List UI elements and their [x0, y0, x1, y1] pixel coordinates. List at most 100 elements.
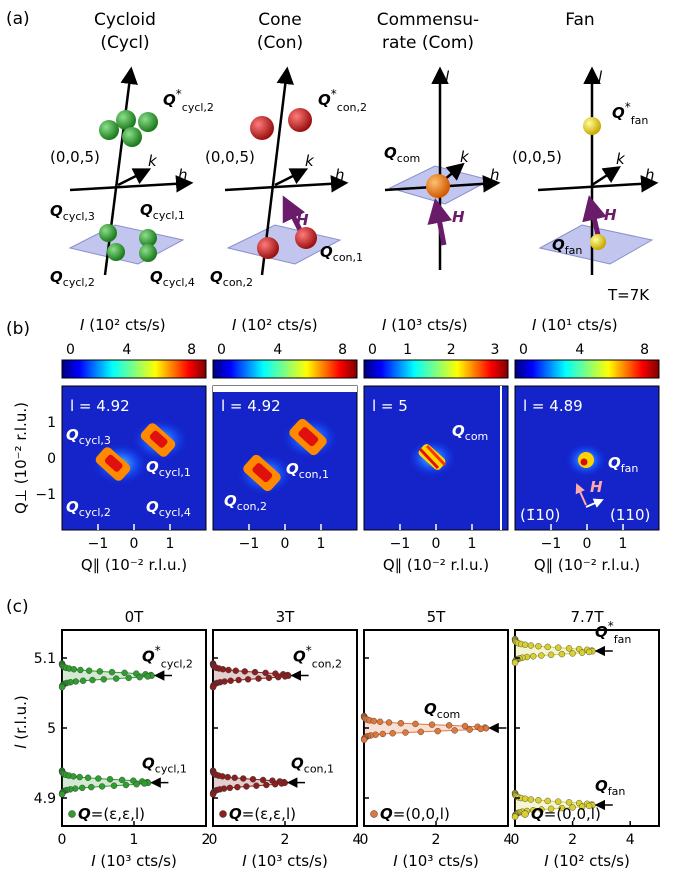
- linecut-2-title: 3T: [276, 608, 296, 626]
- colorbar-4-tick: 0: [519, 342, 528, 358]
- map-3-l-label: l = 5: [372, 397, 408, 415]
- peak-cycl-3: [99, 224, 117, 242]
- linecut-2-peak-fill: [213, 770, 285, 795]
- linecut-3-xtick-label: 0: [360, 832, 369, 848]
- linecut-4-point: [535, 643, 542, 650]
- peak-cycl-top-4: [138, 112, 158, 132]
- map-x-label-1: Q∥ (10⁻² r.l.u.): [81, 556, 187, 574]
- linecut-4-point: [522, 641, 529, 648]
- linecut-2-xlabel: I (10³ cts/s): [242, 852, 328, 870]
- linecut-3-point: [451, 727, 458, 734]
- diagram-cone: l h k (0,0,5) H Q*con,2 Qcon,1 Qcon,2: [205, 66, 367, 289]
- linecut-1-point: [113, 675, 120, 682]
- linecut-3-xtick-label: 2: [432, 832, 441, 848]
- colorbar-4-tick: 4: [575, 342, 584, 358]
- colorbar-title-4: I (10¹ cts/s): [532, 316, 618, 334]
- linecut-3-point: [477, 725, 484, 733]
- colorbar-3-tick: 3: [490, 342, 499, 358]
- linecut-2-point: [275, 673, 282, 681]
- linecut-3-point: [389, 730, 396, 737]
- map-2: l = 4.92 Qcon,1 Qcon,2: [212, 385, 358, 531]
- linecut-1-xtick-label: 1: [130, 832, 139, 848]
- linecut-3-point: [434, 727, 441, 735]
- diagram-commensurate: l h k H Qcom: [384, 66, 501, 270]
- label-origin-cycl: (0,0,5): [50, 148, 100, 166]
- map-xtick-label: 0: [432, 536, 441, 552]
- map-xtick-label: 0: [130, 536, 139, 552]
- linecut-3-point: [370, 717, 378, 725]
- legend-text: Q=(0,0,l): [531, 805, 601, 823]
- linecut-1-xlabel: I (10³ cts/s): [91, 852, 177, 870]
- linecut-2-point: [259, 776, 267, 784]
- label-q-cycl-1: Qcycl,1: [140, 201, 185, 222]
- map-ytick-label: 1: [47, 415, 56, 431]
- map-xtick-label: 0: [583, 536, 592, 552]
- legend-text: Q=(ε,ε,l): [229, 805, 296, 823]
- map-ytick-label: 0: [47, 451, 56, 467]
- diagram-fan: l h k (0,0,5) H Q*fan Qfan: [512, 66, 659, 275]
- linecut-4-point: [527, 796, 535, 803]
- linecut-4-peak-label: Qfan: [595, 777, 625, 798]
- linecut-4-legend: Q=(0,0,l): [521, 805, 601, 823]
- linecut-4-point: [558, 650, 566, 658]
- linecut-3-peak-label: Qcom: [424, 700, 460, 721]
- label-l-con: l: [283, 68, 288, 86]
- linecut-4-point: [527, 642, 535, 649]
- linecut-2-point: [263, 781, 270, 789]
- colorbar-1-tick: 4: [122, 342, 131, 358]
- linecut-2-peak-label: Qcon,1: [291, 755, 334, 776]
- peak-cycl-top-2: [116, 110, 136, 130]
- legend-marker: [521, 810, 529, 818]
- axis-k-cycl: [117, 168, 152, 187]
- linecut-2-point: [281, 673, 289, 680]
- linecut-3-point: [385, 719, 393, 726]
- peak-con-2: [257, 237, 279, 259]
- map-xtick-label: 1: [468, 536, 477, 552]
- linecut-1-xtick-label: 0: [58, 832, 67, 848]
- colorbar-1: [61, 359, 207, 379]
- linecut-2-point: [262, 669, 269, 677]
- linecut-2-point: [240, 775, 247, 782]
- linecut-3-point: [397, 720, 405, 727]
- linecut-4-xtick-label: 2: [568, 832, 577, 848]
- linecut-1-peak-fill: [62, 770, 149, 795]
- linecut-1-point: [85, 667, 93, 674]
- colorbar-4: [514, 359, 660, 379]
- colorbar-3-tick: 2: [447, 342, 456, 358]
- map-4-dir-arrow: [585, 498, 604, 508]
- linecut-4-peak-fill: [515, 639, 593, 663]
- linecut-4-point: [585, 648, 593, 656]
- linecut-1-point: [133, 781, 140, 788]
- linecut-4-point: [578, 803, 586, 810]
- linecut-1-peak-label: Q*cycl,2: [142, 644, 193, 671]
- linecut-3-point: [402, 729, 409, 736]
- linecut-2-point: [226, 784, 234, 792]
- map-3-peak-core-1: [418, 447, 440, 470]
- linecut-2-point: [255, 675, 262, 682]
- map-2-peak-1-core: [298, 427, 319, 447]
- linecut-1-ytick-label: 5: [47, 721, 56, 737]
- phase-title-commensurate: Commensu-: [377, 10, 479, 30]
- map-xtick-label: −1: [88, 536, 109, 552]
- map-2-label-con1: Qcon,1: [286, 460, 329, 481]
- linecut-2-peak-fill: [213, 663, 289, 688]
- label-h-cycl: h: [178, 166, 188, 184]
- linecut-3-point: [466, 726, 473, 733]
- linecut-1-point: [79, 677, 87, 684]
- linecut-2-point: [271, 781, 279, 788]
- linecut-2-legend: Q=(ε,ε,l): [219, 805, 296, 823]
- linecut-1-point: [84, 774, 92, 781]
- peak-cycl-4: [139, 244, 157, 262]
- linecut-4-xtick-label: 4: [626, 832, 635, 848]
- linecut-2-xtick-label: 2: [281, 832, 290, 848]
- colorbar-2-tick: 0: [217, 342, 226, 358]
- linecut-4-xlabel: I (10² cts/s): [544, 852, 630, 870]
- linecut-1-point: [88, 783, 95, 791]
- map-1-peak-1-core: [149, 430, 168, 448]
- field-arrow-com: [427, 198, 453, 246]
- linecut-1-peak-fill: [62, 663, 152, 688]
- linecut-3-point: [461, 722, 469, 730]
- linecut-1-point: [141, 780, 148, 787]
- linecut-2-xtick-label: 0: [209, 832, 218, 848]
- linecut-4-point: [569, 650, 576, 657]
